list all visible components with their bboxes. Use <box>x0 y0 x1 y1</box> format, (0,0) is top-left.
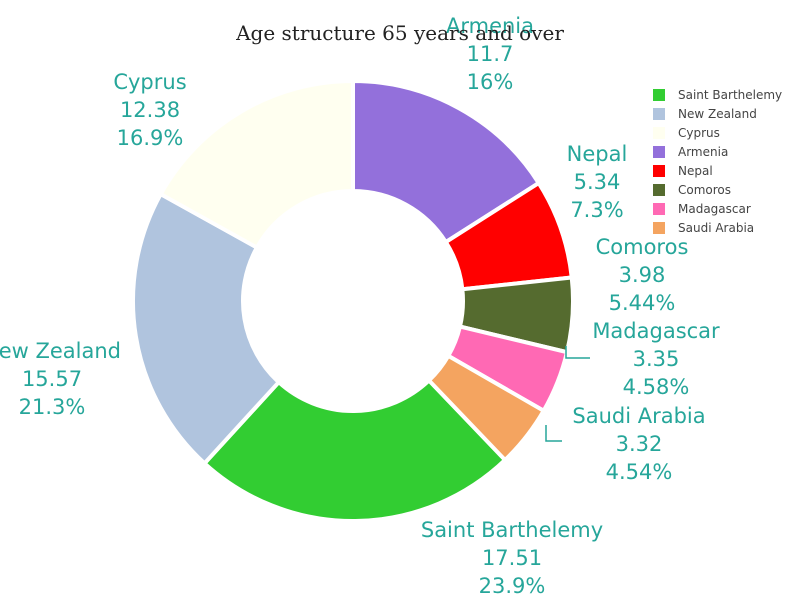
slice-label-saint-barthelemy: Saint Barthelemy 17.51 23.9% <box>421 518 603 598</box>
legend-swatch-nepal[interactable] <box>653 165 665 177</box>
slice-label-armenia: Armenia 11.7 16% <box>446 14 534 94</box>
legend-swatch-madagascar[interactable] <box>653 203 665 215</box>
legend-label-cyprus[interactable]: Cyprus <box>678 126 720 140</box>
slice-label-saudi-arabia: Saudi Arabia 3.32 4.54% <box>572 404 705 484</box>
legend-swatch-new-zealand[interactable] <box>653 108 665 120</box>
legend-label-saint-barthelemy[interactable]: Saint Barthelemy <box>678 88 782 102</box>
pie-slice-new-zealand[interactable] <box>131 191 282 467</box>
slice-label-madagascar: Madagascar 3.35 4.58% <box>592 319 720 399</box>
pie-slice-saint-barthelemy[interactable] <box>201 377 508 523</box>
leader-lines <box>545 346 590 442</box>
legend-label-saudi-arabia[interactable]: Saudi Arabia <box>678 221 754 235</box>
legend: Saint Barthelemy New Zealand Cyprus Armenia… <box>653 88 782 235</box>
legend-swatch-saudi-arabia[interactable] <box>653 222 665 234</box>
slice-label-nepal: Nepal 5.34 7.3% <box>567 142 628 222</box>
pie-slice-cyprus[interactable] <box>157 78 355 251</box>
pie-slices <box>131 78 575 523</box>
legend-swatch-comoros[interactable] <box>653 184 665 196</box>
legend-label-comoros[interactable]: Comoros <box>678 183 731 197</box>
legend-label-nepal[interactable]: Nepal <box>678 164 713 178</box>
chart-title: Age structure 65 years and over <box>235 21 564 45</box>
legend-swatch-cyprus[interactable] <box>653 127 665 139</box>
legend-label-new-zealand[interactable]: New Zealand <box>678 107 757 121</box>
slice-label-comoros: Comoros 3.98 5.44% <box>596 235 689 315</box>
slice-label-cyprus: Cyprus 12.38 16.9% <box>113 70 186 150</box>
legend-label-armenia[interactable]: Armenia <box>678 145 728 159</box>
leader-line-madagascar <box>565 346 590 359</box>
pie-slice-armenia[interactable] <box>351 78 542 245</box>
legend-swatch-saint-barthelemy[interactable] <box>653 89 665 101</box>
pie-slice-saudi-arabia[interactable] <box>426 353 547 463</box>
legend-label-madagascar[interactable]: Madagascar <box>678 202 751 216</box>
leader-line-saudi-arabia <box>545 425 562 442</box>
legend-swatch-armenia[interactable] <box>653 146 665 158</box>
